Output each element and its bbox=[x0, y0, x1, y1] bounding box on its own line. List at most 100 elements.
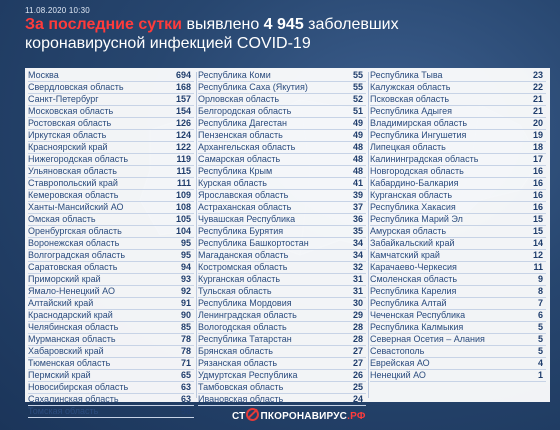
region-name: Еврейская АО bbox=[370, 358, 430, 368]
region-case-count: 111 bbox=[176, 178, 191, 188]
region-case-count: 31 bbox=[352, 274, 363, 284]
region-row: Пензенская область 49 bbox=[198, 130, 366, 142]
region-case-count: 56 bbox=[180, 406, 191, 416]
region-case-count: 4 bbox=[537, 358, 543, 368]
region-case-count: 49 bbox=[352, 118, 363, 128]
region-case-count: 115 bbox=[176, 166, 191, 176]
stop-sign-icon bbox=[246, 408, 260, 421]
region-case-count: 12 bbox=[532, 250, 543, 260]
region-name: Республика Тыва bbox=[370, 70, 443, 80]
region-name: Республика Карелия bbox=[370, 286, 457, 296]
region-name: Калининградская область bbox=[370, 154, 479, 164]
region-case-count: 168 bbox=[175, 82, 191, 92]
logo-text-pre: СТ bbox=[232, 411, 246, 422]
region-name: Орловская область bbox=[198, 94, 280, 104]
region-row: Волгоградская область 95 bbox=[28, 250, 194, 262]
logo-text-tld: .РФ bbox=[347, 411, 366, 422]
region-case-count: 39 bbox=[352, 190, 363, 200]
region-name: Ставропольский край bbox=[28, 178, 118, 188]
region-row: Карачаево-Черкесия 11 bbox=[370, 262, 546, 274]
region-case-count: 126 bbox=[175, 118, 191, 128]
region-row: Архангельская область 48 bbox=[198, 142, 366, 154]
region-name: Самарская область bbox=[198, 154, 281, 164]
region-name: Ханты-Мансийский АО bbox=[28, 202, 124, 212]
region-case-count: 23 bbox=[532, 70, 543, 80]
report-date: 11.08.2020 10:30 bbox=[25, 6, 90, 15]
region-case-count: 108 bbox=[175, 202, 191, 212]
region-case-count: 15 bbox=[532, 226, 543, 236]
region-case-count: 105 bbox=[175, 214, 191, 224]
region-name: Республика Коми bbox=[198, 70, 271, 80]
region-row: Забайкальский край 14 bbox=[370, 238, 546, 250]
region-case-count: 26 bbox=[352, 370, 363, 380]
column-divider bbox=[196, 72, 197, 398]
region-case-count: 5 bbox=[537, 334, 543, 344]
region-row: Кемеровская область 109 bbox=[28, 190, 194, 202]
region-name: Республика Адыгея bbox=[370, 106, 452, 116]
region-case-count: 6 bbox=[537, 310, 543, 320]
region-name: Республика Крым bbox=[198, 166, 273, 176]
region-name: Удмуртская Республика bbox=[198, 370, 298, 380]
region-name: Кемеровская область bbox=[28, 190, 119, 200]
site-logo[interactable]: СТ ПКОРОНАВИРУС.РФ bbox=[232, 408, 366, 422]
region-name: Нижегородская область bbox=[28, 154, 129, 164]
region-row: Вологодская область 28 bbox=[198, 322, 366, 334]
region-name: Кабардино-Балкария bbox=[370, 178, 459, 188]
region-name: Республика Мордовия bbox=[198, 298, 292, 308]
region-row: Еврейская АО 4 bbox=[370, 358, 546, 370]
region-name: Республика Ингушетия bbox=[370, 130, 467, 140]
region-row: Калужская область 22 bbox=[370, 82, 546, 94]
region-name: Северная Осетия – Алания bbox=[370, 334, 485, 344]
region-row: Республика Ингушетия 19 bbox=[370, 130, 546, 142]
region-name: Республика Хакасия bbox=[370, 202, 456, 212]
region-name: Челябинская область bbox=[28, 322, 119, 332]
region-name: Новосибирская область bbox=[28, 382, 129, 392]
region-row: Москва 694 bbox=[28, 70, 194, 82]
region-case-count: 5 bbox=[537, 322, 543, 332]
region-row: Саратовская область 94 bbox=[28, 262, 194, 274]
region-row: Краснодарский край 90 bbox=[28, 310, 194, 322]
region-name: Пензенская область bbox=[198, 130, 283, 140]
region-name: Хабаровский край bbox=[28, 346, 104, 356]
region-name: Ярославская область bbox=[198, 190, 289, 200]
region-name: Пермский край bbox=[28, 370, 91, 380]
headline-number: 4 945 bbox=[263, 16, 304, 33]
region-row: Ярославская область 39 bbox=[198, 190, 366, 202]
region-row: Тульская область 31 bbox=[198, 286, 366, 298]
region-row: Хабаровский край 78 bbox=[28, 346, 194, 358]
region-row: Алтайский край 91 bbox=[28, 298, 194, 310]
region-row: Республика Саха (Якутия) 55 bbox=[198, 82, 366, 94]
region-case-count: 31 bbox=[352, 286, 363, 296]
region-row: Республика Башкортостан 34 bbox=[198, 238, 366, 250]
headline: За последние сутки выявлено 4 945 заболе… bbox=[25, 15, 545, 53]
region-row: Курганская область 31 bbox=[198, 274, 366, 286]
region-case-count: 91 bbox=[180, 298, 191, 308]
region-row: Астраханская область 37 bbox=[198, 202, 366, 214]
region-name: Астраханская область bbox=[198, 202, 292, 212]
region-name: Курская область bbox=[198, 178, 267, 188]
region-row: Ленинградская область 29 bbox=[198, 310, 366, 322]
region-case-count: 18 bbox=[532, 142, 543, 152]
region-row: Чувашская Республика 36 bbox=[198, 214, 366, 226]
region-row: Красноярский край 122 bbox=[28, 142, 194, 154]
headline-line2: коронавирусной инфекцией COVID-19 bbox=[25, 35, 311, 52]
regions-column-1: Москва 694 Свердловская область 168 Санкт-Пе… bbox=[28, 70, 194, 418]
region-row: Курская область 41 bbox=[198, 178, 366, 190]
region-name: Чеченская Республика bbox=[370, 310, 466, 320]
region-case-count: 55 bbox=[352, 70, 363, 80]
headline-mid: выявлено bbox=[182, 16, 264, 33]
region-row: Воронежская область 95 bbox=[28, 238, 194, 250]
region-row: Магаданская область 34 bbox=[198, 250, 366, 262]
region-name: Белгородская область bbox=[198, 106, 292, 116]
region-name: Забайкальский край bbox=[370, 238, 455, 248]
region-row: Псковская область 21 bbox=[370, 94, 546, 106]
region-case-count: 35 bbox=[352, 226, 363, 236]
region-name: Республика Татарстан bbox=[198, 334, 292, 344]
region-row: Орловская область 52 bbox=[198, 94, 366, 106]
region-case-count: 78 bbox=[180, 346, 191, 356]
region-case-count: 27 bbox=[352, 346, 363, 356]
region-row: Тамбовская область 25 bbox=[198, 382, 366, 394]
region-case-count: 52 bbox=[352, 94, 363, 104]
region-row: Смоленская область 9 bbox=[370, 274, 546, 286]
region-row: Московская область 154 bbox=[28, 106, 194, 118]
